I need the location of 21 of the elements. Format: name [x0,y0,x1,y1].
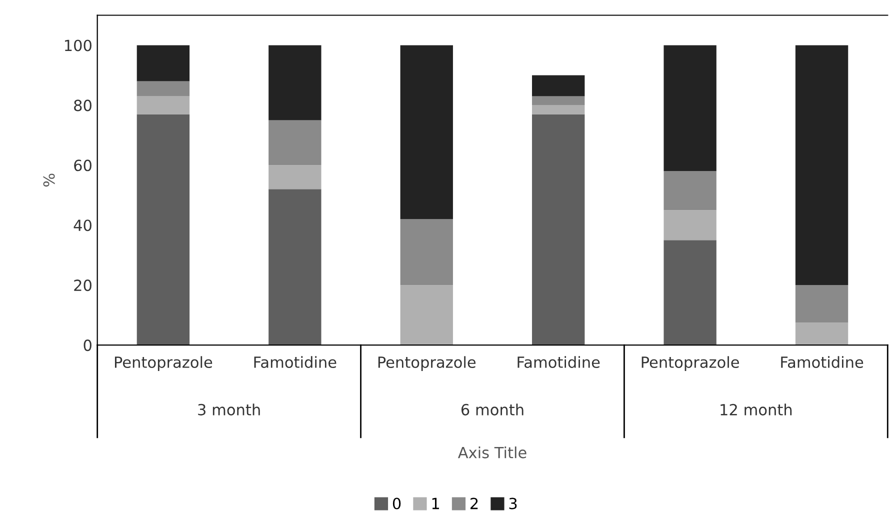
x-tick-label: Pentoprazole [642,356,739,371]
y-axis-title: % [43,174,55,187]
x-axis-title: Axis Title [458,446,526,458]
legend-label: 3 [509,498,517,510]
text: 12 month [720,404,792,416]
x-tick-label: Famotidine [781,356,864,368]
y-tick-label: 0 [84,340,92,352]
x-tick-label: Famotidine [518,356,600,368]
y-tick-label: 60 [74,160,92,172]
text: 3 month [198,404,260,416]
x-tick-label: Famotidine [254,356,336,368]
x-tick-label: Pentoprazole [378,356,476,371]
y-tick-label: 80 [74,100,92,112]
text: 6 month [461,404,524,416]
y-tick-label: 20 [74,280,92,292]
legend-label: 0 [392,498,401,510]
y-tick-label: 40 [74,220,92,232]
y-tick-label: 100 [64,40,92,52]
legend-label: 2 [470,498,478,510]
legend-label: 1 [432,498,439,510]
x-tick-label: Pentoprazole [114,356,212,371]
